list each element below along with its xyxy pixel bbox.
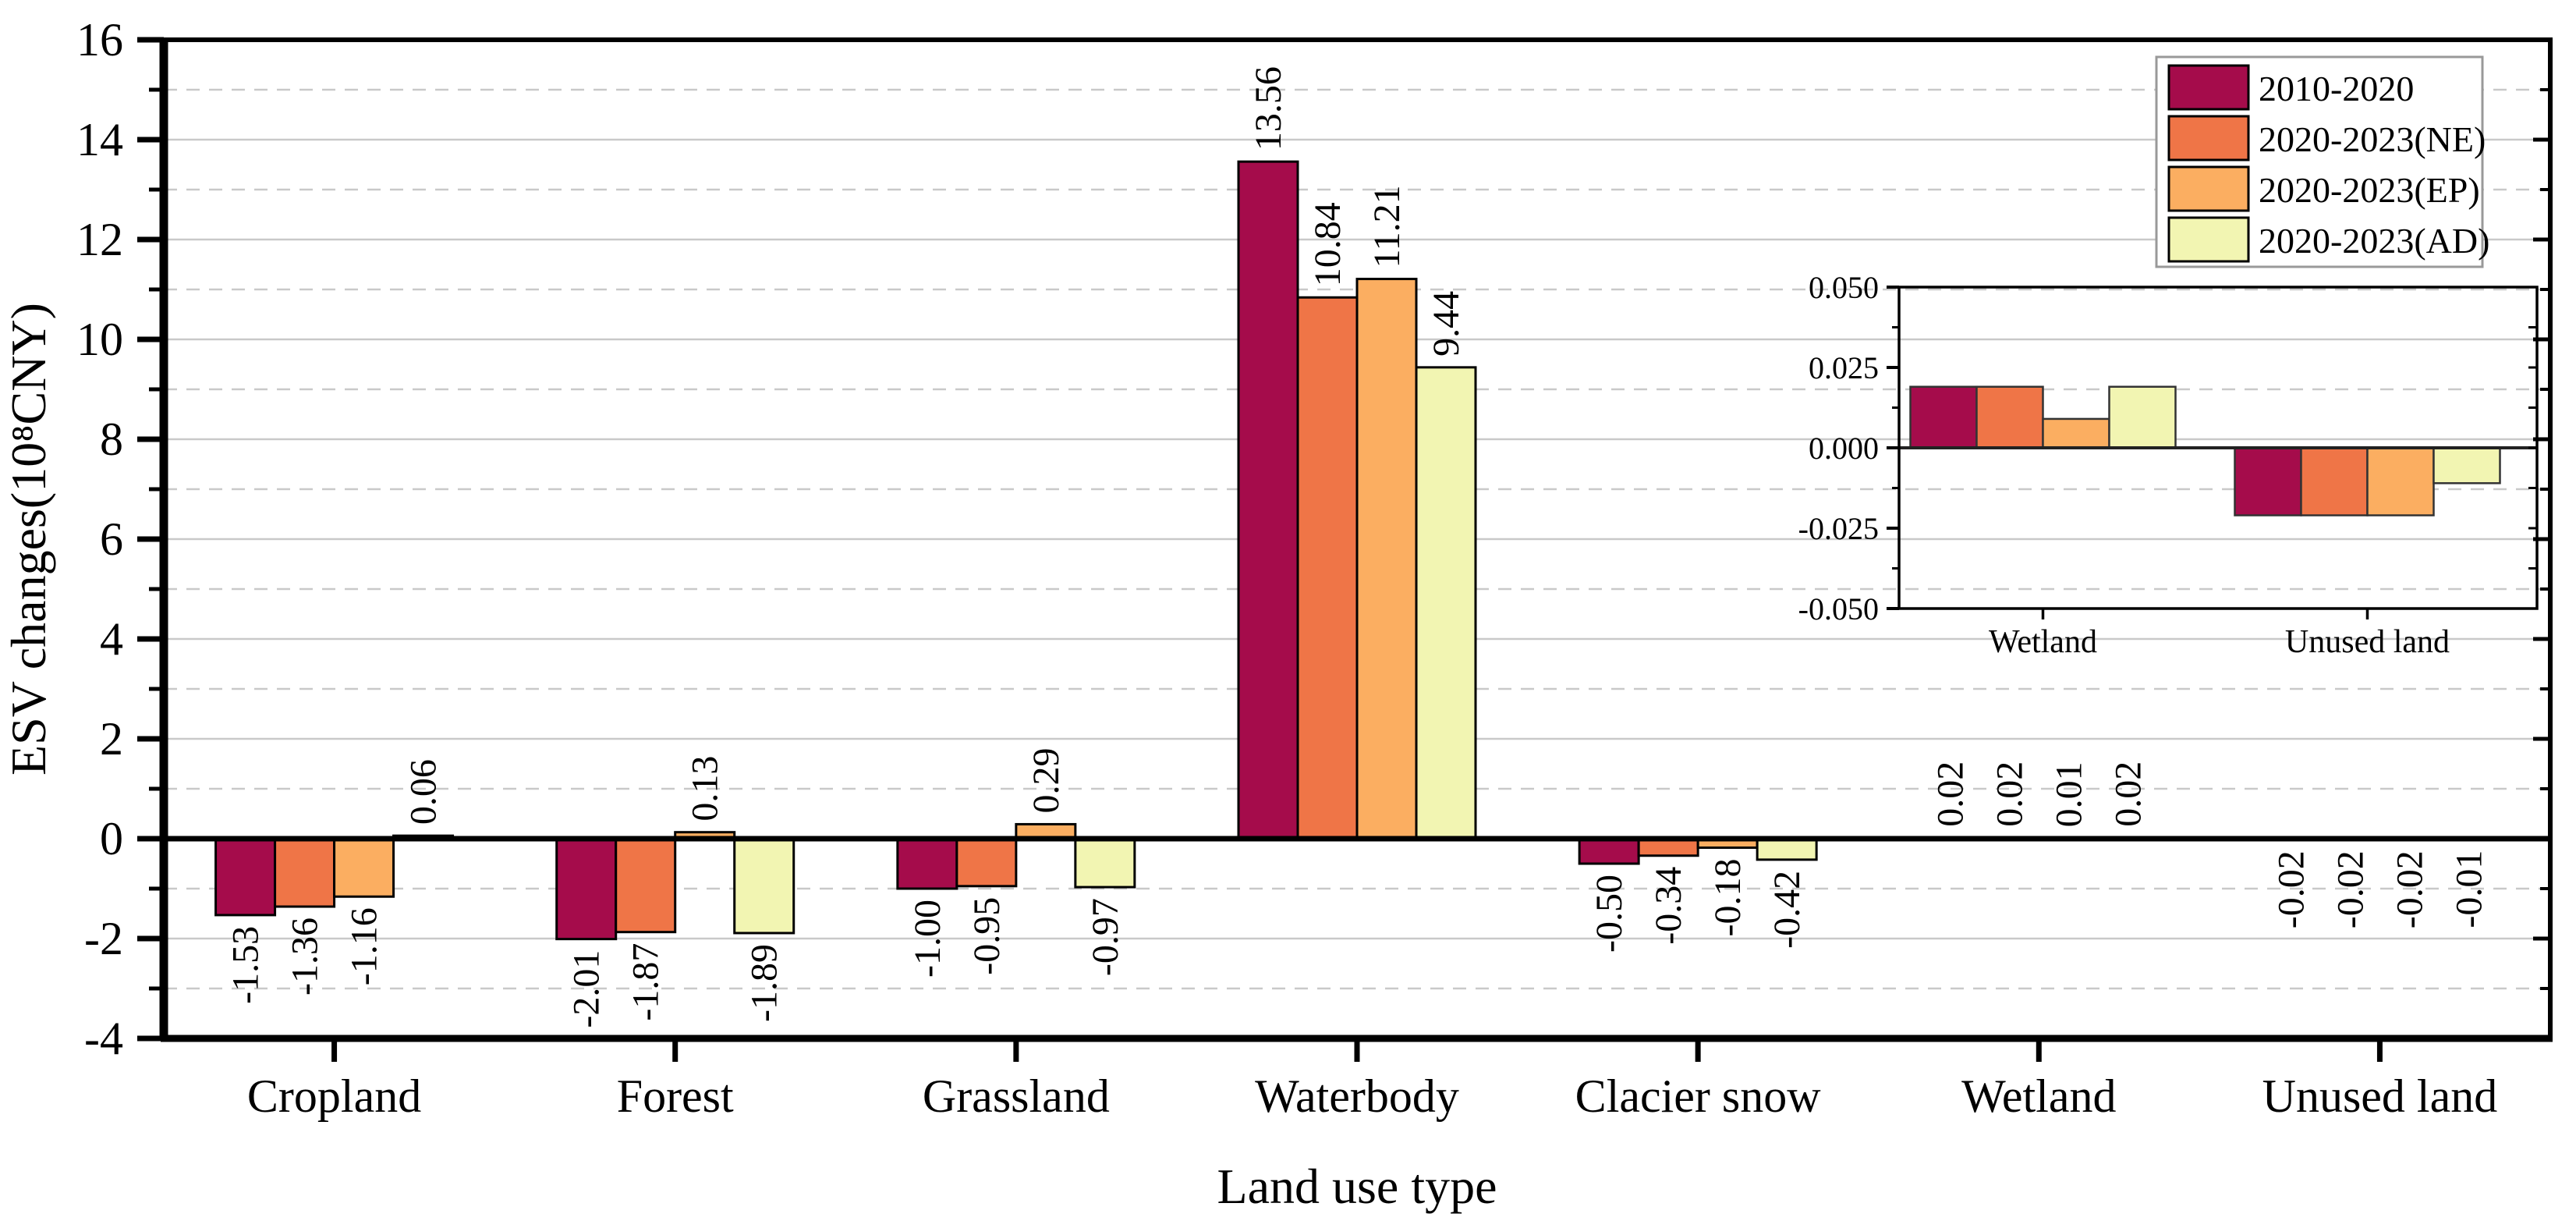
inset-x-category-label: Wetland bbox=[1989, 624, 2097, 660]
x-category-label: Unused land bbox=[2262, 1070, 2498, 1122]
bar-waterbody-series-2 bbox=[1355, 278, 1418, 840]
bar-forest-series-1 bbox=[615, 837, 677, 934]
legend-swatch-2020-2023-ep bbox=[2167, 165, 2250, 212]
inset-x-category-label: Unused land bbox=[2285, 624, 2450, 660]
bar-value-label: -0.34 bbox=[1648, 867, 1689, 945]
bar-clacier-snow-series-0 bbox=[1578, 837, 1640, 865]
y-tick-label: 2 bbox=[100, 713, 123, 765]
inset-bar-wetland-series-0 bbox=[1909, 385, 1978, 449]
bar-cropland-series-1 bbox=[274, 837, 336, 908]
bar-value-label: 0.02 bbox=[2107, 761, 2149, 827]
bars-layer bbox=[214, 160, 2500, 941]
bar-value-label: -0.42 bbox=[1766, 871, 1808, 949]
bar-grassland-series-1 bbox=[955, 837, 1018, 888]
x-category-label: Waterbody bbox=[1255, 1070, 1459, 1122]
x-category-label: Grassland bbox=[923, 1070, 1110, 1122]
y-tick-label: 0 bbox=[100, 813, 123, 864]
inset-bar-wetland-series-1 bbox=[1975, 385, 2044, 449]
inset-bar-wetland-series-2 bbox=[2042, 417, 2110, 449]
inset-bar-wetland-series-3 bbox=[2108, 385, 2177, 449]
bar-value-label: 0.13 bbox=[685, 756, 726, 822]
bar-value-label: -1.89 bbox=[744, 944, 785, 1022]
legend-swatch-2010-2020 bbox=[2167, 64, 2250, 111]
inset-y-tick-label: 0.000 bbox=[1809, 431, 1879, 466]
bar-value-label: 0.06 bbox=[403, 759, 445, 825]
legend-swatch-2020-2023-ad bbox=[2167, 216, 2250, 263]
bar-value-label: -0.97 bbox=[1085, 898, 1126, 976]
x-category-label: Forest bbox=[617, 1070, 734, 1122]
x-category-label: Clacier snow bbox=[1575, 1070, 1822, 1122]
bar-value-label: -1.00 bbox=[907, 900, 948, 978]
bar-value-label: 13.56 bbox=[1248, 66, 1289, 151]
y-tick-label: 12 bbox=[76, 214, 123, 265]
bar-value-label: -0.18 bbox=[1707, 859, 1749, 937]
bar-value-label: -1.53 bbox=[225, 926, 267, 1004]
y-tick-label: 6 bbox=[100, 513, 123, 565]
bar-value-label: -0.02 bbox=[2330, 850, 2371, 928]
inset-bar-unused-land-series-3 bbox=[2432, 446, 2501, 484]
legend: 2010-2020 2020-2023(NE) 2020-2023(EP) 20… bbox=[2155, 55, 2489, 268]
bar-value-label: 0.02 bbox=[1989, 761, 2030, 827]
bar-value-label: 9.44 bbox=[1426, 291, 1467, 357]
ticks-layer bbox=[137, 37, 2550, 1062]
inset-bar-unused-land-series-0 bbox=[2234, 446, 2302, 516]
y-axis-title: ESV changes(10⁸CNY) bbox=[1, 303, 56, 775]
bar-value-label: -0.02 bbox=[2270, 850, 2312, 928]
y-tick-label: 10 bbox=[76, 314, 123, 365]
y-tick-label: 16 bbox=[76, 14, 123, 66]
bar-value-label: -0.95 bbox=[966, 897, 1008, 975]
legend-label-2020-2023-ne: 2020-2023(NE) bbox=[2259, 119, 2486, 159]
bar-value-label: 10.84 bbox=[1307, 202, 1348, 286]
inset-bar-unused-land-series-2 bbox=[2366, 446, 2435, 516]
bar-value-label: 0.01 bbox=[2048, 761, 2089, 827]
bar-value-label: -2.01 bbox=[566, 950, 608, 1028]
bar-value-label: -0.01 bbox=[2448, 850, 2489, 928]
bar-value-label: -1.36 bbox=[285, 917, 326, 996]
bar-value-label: -0.50 bbox=[1589, 875, 1630, 953]
bar-grassland-series-3 bbox=[1074, 837, 1136, 889]
inset-y-tick-label: 0.050 bbox=[1809, 270, 1879, 305]
bar-value-label: -0.02 bbox=[2389, 850, 2430, 928]
bar-value-label: -1.16 bbox=[344, 907, 385, 985]
bar-value-label: -1.87 bbox=[625, 943, 667, 1021]
x-category-label: Cropland bbox=[247, 1070, 421, 1122]
y-tick-label: 4 bbox=[100, 613, 123, 665]
bar-value-label: 0.29 bbox=[1026, 747, 1067, 813]
axis-labels-layer: -4 -2 0 2 4 6 8 10 12 14 16 Cropland Forest Grassland… bbox=[76, 14, 2497, 1122]
y-tick-label: 14 bbox=[76, 114, 123, 165]
inset-y-tick-label: -0.025 bbox=[1798, 511, 1879, 546]
bar-value-label: 0.02 bbox=[1929, 761, 1971, 827]
y-tick-label: -4 bbox=[84, 1013, 123, 1064]
inset-bar-unused-land-series-1 bbox=[2300, 446, 2369, 516]
bar-grassland-series-0 bbox=[896, 837, 958, 890]
bar-cropland-series-0 bbox=[214, 837, 277, 917]
bar-value-label: 11.21 bbox=[1366, 185, 1408, 268]
inset-y-tick-label: 0.025 bbox=[1809, 350, 1879, 385]
y-tick-label: -2 bbox=[84, 913, 123, 964]
bar-forest-series-3 bbox=[733, 837, 795, 935]
legend-label-2020-2023-ad: 2020-2023(AD) bbox=[2259, 221, 2489, 261]
x-axis-title: Land use type bbox=[1217, 1159, 1497, 1214]
legend-label-2020-2023-ep: 2020-2023(EP) bbox=[2259, 170, 2480, 210]
y-tick-label: 8 bbox=[100, 413, 123, 465]
x-category-label: Wetland bbox=[1961, 1070, 2116, 1122]
legend-swatch-2020-2023-ne bbox=[2167, 115, 2250, 161]
inset-y-tick-label: -0.050 bbox=[1798, 591, 1879, 626]
bar-cropland-series-2 bbox=[333, 837, 395, 898]
bar-clacier-snow-series-3 bbox=[1756, 837, 1818, 861]
bar-waterbody-series-0 bbox=[1237, 160, 1299, 840]
bar-waterbody-series-3 bbox=[1415, 366, 1477, 840]
inset-chart: 0.050 0.025 0.000 -0.025 -0.050 Wetland Unused… bbox=[1798, 270, 2539, 660]
bar-waterbody-series-1 bbox=[1296, 296, 1359, 840]
bar-forest-series-0 bbox=[555, 837, 618, 941]
legend-label-2010-2020: 2010-2020 bbox=[2259, 69, 2414, 108]
